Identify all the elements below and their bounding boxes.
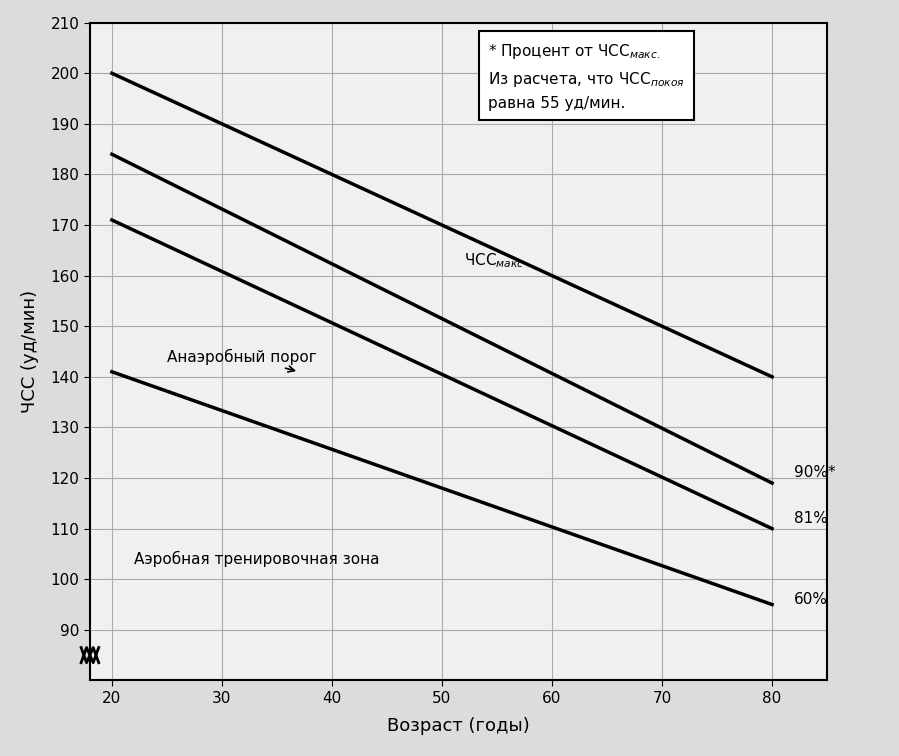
Text: 60%: 60%	[794, 592, 828, 607]
Text: 90%*: 90%*	[794, 466, 836, 481]
Text: ЧСС$_{макс}$: ЧСС$_{макс}$	[464, 251, 525, 270]
Text: Анаэробный порог: Анаэробный порог	[167, 349, 316, 372]
Y-axis label: ЧСС (уд/мин): ЧСС (уд/мин)	[22, 290, 40, 413]
Text: Аэробная тренировочная зона: Аэробная тренировочная зона	[134, 551, 379, 567]
Text: * Процент от ЧСС$_{макс.}$
Из расчета, что ЧСС$_{покоя}$
равна 55 уд/мин.: * Процент от ЧСС$_{макс.}$ Из расчета, ч…	[488, 42, 685, 111]
X-axis label: Возраст (годы): Возраст (годы)	[387, 717, 530, 735]
Text: 81%: 81%	[794, 511, 828, 526]
